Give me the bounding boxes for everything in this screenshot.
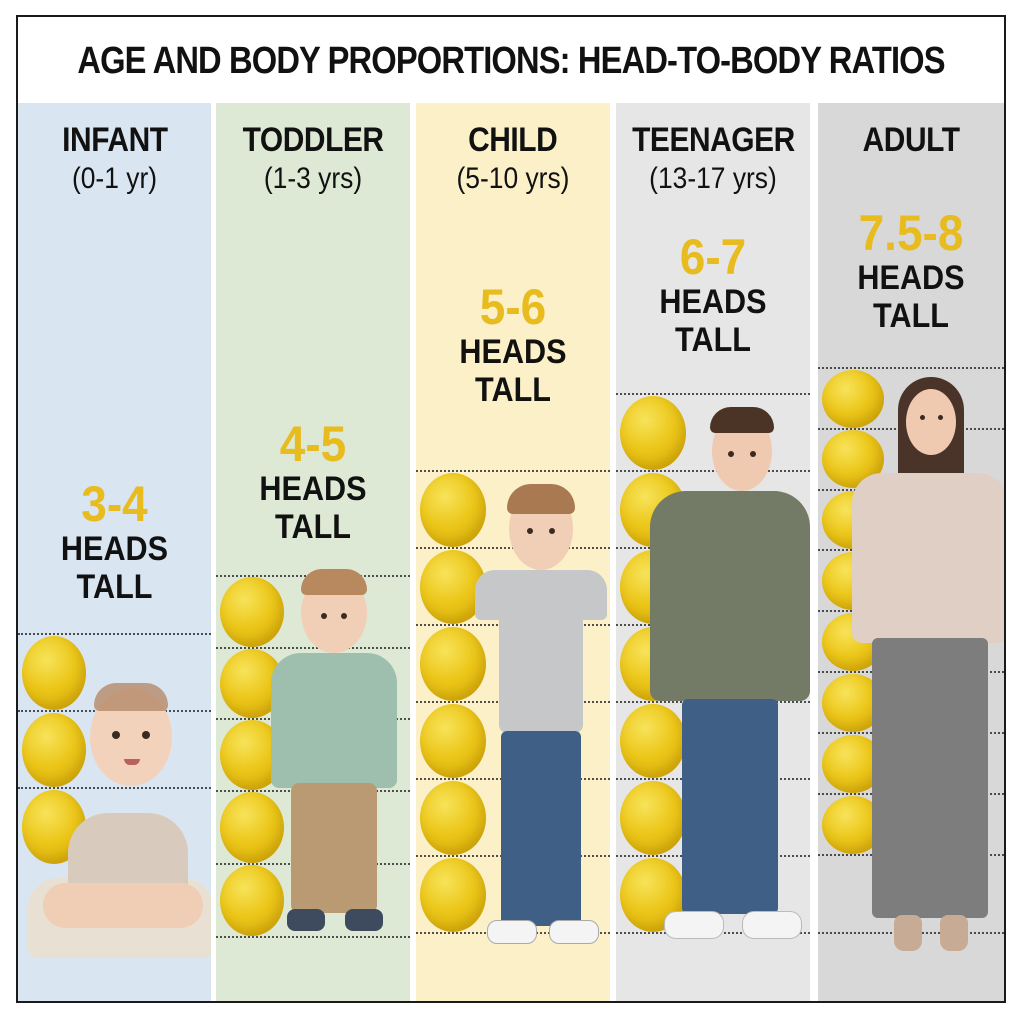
head-unit-icon [220, 577, 284, 647]
stage-age: (5-10 yrs) [456, 162, 570, 195]
ratio-block: 7.5-8 HEADS TALL [818, 207, 1004, 335]
ratio-label-heads: HEADS [659, 283, 767, 321]
head-marker-line [18, 633, 211, 635]
column-infant: INFANT (0-1 yr) 3-4 HEADS TALL [18, 103, 211, 1001]
head-unit-icon [620, 704, 686, 778]
adult-standing-icon [852, 377, 1004, 973]
column-toddler: TODDLER (1-3 yrs) 4-5 HEADS TALL [216, 103, 410, 1001]
ratio-label-heads: HEADS [60, 530, 169, 568]
head-marker-line [416, 470, 610, 472]
ratio-label-heads: HEADS [459, 333, 567, 371]
head-marker-line [18, 787, 211, 789]
ratio-label-heads: HEADS [857, 259, 965, 297]
ratio-value: 3-4 [81, 476, 148, 532]
head-unit-icon [22, 636, 86, 710]
stage-header: TODDLER (1-3 yrs) [216, 121, 410, 196]
head-unit-icon [220, 792, 284, 863]
head-marker-line [216, 647, 410, 649]
head-unit-icon [420, 473, 486, 547]
stage-name: TEENAGER [631, 121, 795, 159]
stage-header: TEENAGER (13-17 yrs) [616, 121, 810, 196]
ratio-label-tall: TALL [675, 321, 751, 359]
stage-header: ADULT [818, 121, 1004, 162]
ratio-label-tall: TALL [76, 568, 153, 606]
column-teenager: TEENAGER (13-17 yrs) 6-7 HEADS TALL [616, 103, 810, 1001]
head-marker-line [818, 367, 1004, 369]
ratio-value: 5-6 [479, 279, 547, 335]
stage-name: TODDLER [242, 121, 384, 159]
ratio-value: 4-5 [279, 416, 347, 472]
stage-header: INFANT (0-1 yr) [18, 121, 211, 196]
infographic-frame: AGE AND BODY PROPORTIONS: HEAD-TO-BODY R… [16, 15, 1006, 1003]
child-standing-icon [461, 484, 610, 958]
teen-standing-icon [650, 407, 810, 966]
head-marker-line [216, 936, 410, 938]
head-marker-line [616, 393, 810, 395]
head-marker-line [616, 470, 810, 472]
stage-age: (13-17 yrs) [649, 162, 777, 195]
page-title: AGE AND BODY PROPORTIONS: HEAD-TO-BODY R… [77, 39, 945, 82]
stage-name: INFANT [61, 121, 168, 159]
head-unit-icon [420, 627, 486, 701]
head-unit-icon [420, 858, 486, 932]
ratio-label-tall: TALL [275, 508, 351, 546]
head-unit-icon [420, 781, 486, 855]
head-unit-icon [220, 865, 284, 936]
ratio-value: 7.5-8 [858, 205, 964, 261]
head-unit-icon [620, 781, 686, 855]
ratio-label-tall: TALL [873, 297, 949, 335]
head-unit-icon [822, 370, 884, 428]
column-child: CHILD (5-10 yrs) 5-6 HEADS TALL [416, 103, 610, 1001]
ratio-block: 5-6 HEADS TALL [416, 281, 610, 409]
column-adult: ADULT 7.5-8 HEADS TALL [818, 103, 1004, 1001]
stage-age: (1-3 yrs) [263, 162, 363, 195]
head-unit-icon [620, 396, 686, 470]
stage-name: CHILD [468, 121, 558, 159]
head-unit-icon [420, 704, 486, 778]
ratio-value: 6-7 [679, 229, 747, 285]
toddler-standing-icon [261, 569, 410, 953]
stage-name: ADULT [862, 121, 960, 159]
head-unit-icon [22, 713, 86, 787]
stage-header: CHILD (5-10 yrs) [416, 121, 610, 196]
ratio-block: 6-7 HEADS TALL [616, 231, 810, 359]
ratio-block: 4-5 HEADS TALL [216, 418, 410, 546]
stage-age: (0-1 yr) [71, 162, 158, 195]
baby-sitting-icon [28, 663, 211, 963]
ratio-label-heads: HEADS [259, 470, 367, 508]
ratio-block: 3-4 HEADS TALL [18, 478, 211, 606]
ratio-label-tall: TALL [475, 371, 551, 409]
